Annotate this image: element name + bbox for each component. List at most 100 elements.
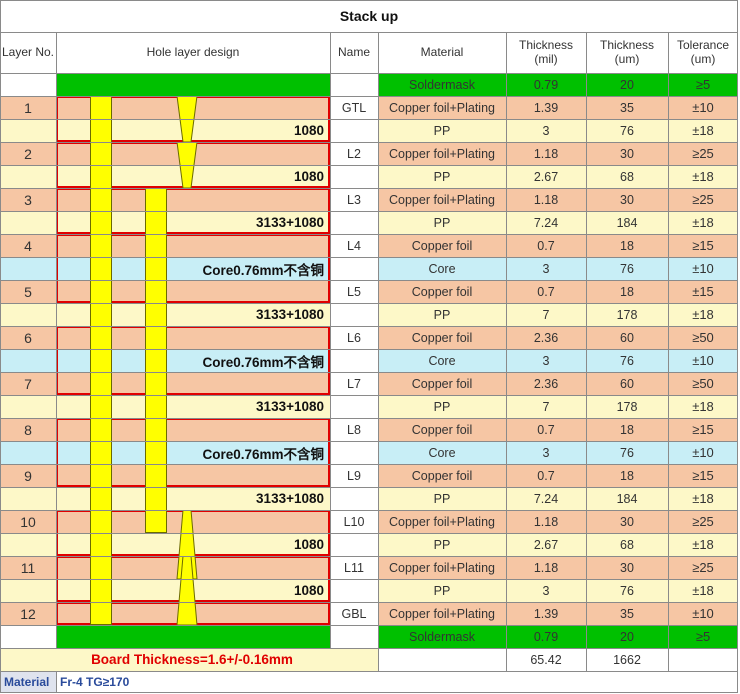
material-cell: PP	[378, 395, 506, 418]
thickness-mil: 1.39	[506, 96, 586, 119]
grid-v-totals	[378, 648, 379, 671]
design-label: 3133+1080	[256, 491, 324, 506]
layer-number: 7	[0, 372, 56, 395]
design-label: 3133+1080	[256, 399, 324, 414]
grid-h	[0, 648, 738, 649]
tolerance: ≥25	[668, 188, 738, 211]
header-name: Name	[337, 45, 370, 59]
grid-h	[0, 257, 738, 258]
thickness-um: 178	[586, 303, 668, 326]
layer-name: L6	[330, 326, 378, 349]
layer-name	[330, 441, 378, 464]
tolerance: ±18	[668, 533, 738, 556]
grid-h	[0, 165, 738, 166]
grid-h	[0, 142, 738, 143]
material-cell: Soldermask	[378, 73, 506, 96]
grid-h	[0, 234, 738, 235]
layer-number	[0, 165, 56, 188]
material-value: Fr-4 TG≥170	[60, 675, 130, 689]
grid-v	[56, 32, 57, 648]
layer-name	[330, 625, 378, 648]
grid-h	[0, 119, 738, 120]
totals-fill	[328, 648, 378, 671]
material-cell: PP	[378, 579, 506, 602]
design-label: 1080	[293, 169, 324, 184]
thickness-mil: 1.18	[506, 188, 586, 211]
layer-name	[330, 73, 378, 96]
layer-name	[330, 165, 378, 188]
material-cell: Copper foil	[378, 464, 506, 487]
thickness-um: 76	[586, 257, 668, 280]
total-um: 1662	[613, 652, 641, 667]
thickness-mil: 3	[506, 119, 586, 142]
header-thickness-um: Thickness (um)	[599, 38, 655, 66]
layer-number: 4	[0, 234, 56, 257]
material-cell: Copper foil+Plating	[378, 188, 506, 211]
tolerance: ±18	[668, 119, 738, 142]
material-cell: Copper foil	[378, 418, 506, 441]
design-cell	[56, 418, 330, 441]
material-label: Material	[0, 671, 56, 693]
layer-outline	[56, 418, 330, 487]
tolerance: ±18	[668, 579, 738, 602]
material-cell: Core	[378, 257, 506, 280]
layer-name: L4	[330, 234, 378, 257]
tolerance: ±10	[668, 602, 738, 625]
layer-name	[330, 487, 378, 510]
grid-h	[0, 32, 738, 33]
thickness-um: 30	[586, 188, 668, 211]
thickness-um: 76	[586, 119, 668, 142]
layer-number	[0, 441, 56, 464]
grid-h	[0, 602, 738, 603]
layer-number: 12	[0, 602, 56, 625]
grid-h	[0, 188, 738, 189]
thickness-mil: 3	[506, 441, 586, 464]
thickness-mil: 7	[506, 303, 586, 326]
thickness-mil: 2.67	[506, 165, 586, 188]
layer-name: L11	[330, 556, 378, 579]
grid-h	[0, 464, 738, 465]
header-thickness-mil: Thickness (mil)	[518, 38, 574, 66]
grid-v-totals	[668, 648, 669, 671]
thickness-um: 18	[586, 280, 668, 303]
thickness-mil: 2.67	[506, 533, 586, 556]
tolerance: ≥15	[668, 418, 738, 441]
layer-number: 2	[0, 142, 56, 165]
design-cell	[56, 510, 330, 533]
grid-v	[330, 32, 331, 648]
grid-h	[0, 211, 738, 212]
material-cell: Copper foil+Plating	[378, 96, 506, 119]
grid-h	[0, 96, 738, 97]
tolerance: ±18	[668, 487, 738, 510]
layer-name: L9	[330, 464, 378, 487]
tolerance: ±18	[668, 165, 738, 188]
thickness-um: 68	[586, 533, 668, 556]
thickness-mil: 0.7	[506, 234, 586, 257]
material-cell: PP	[378, 211, 506, 234]
layer-number: 1	[0, 96, 56, 119]
totals-layer-cell	[0, 648, 56, 671]
layer-number: 10	[0, 510, 56, 533]
design-label: 3133+1080	[256, 215, 324, 230]
layer-name: L8	[330, 418, 378, 441]
design-cell	[56, 349, 330, 372]
thickness-mil: 0.79	[506, 73, 586, 96]
design-cell	[56, 211, 330, 234]
grid-h	[0, 441, 738, 442]
material-cell: Copper foil	[378, 280, 506, 303]
thickness-um: 178	[586, 395, 668, 418]
thickness-mil: 1.39	[506, 602, 586, 625]
material-cell: PP	[378, 119, 506, 142]
design-cell	[56, 280, 330, 303]
layer-number	[0, 349, 56, 372]
tolerance: ≥25	[668, 142, 738, 165]
material-cell: Copper foil	[378, 372, 506, 395]
tolerance: ≥15	[668, 234, 738, 257]
thickness-mil: 3	[506, 579, 586, 602]
header-tolerance: Tolerance (um)	[676, 38, 730, 66]
layer-number: 11	[0, 556, 56, 579]
grid-h	[0, 349, 738, 350]
thickness-um: 184	[586, 487, 668, 510]
layer-number	[0, 257, 56, 280]
